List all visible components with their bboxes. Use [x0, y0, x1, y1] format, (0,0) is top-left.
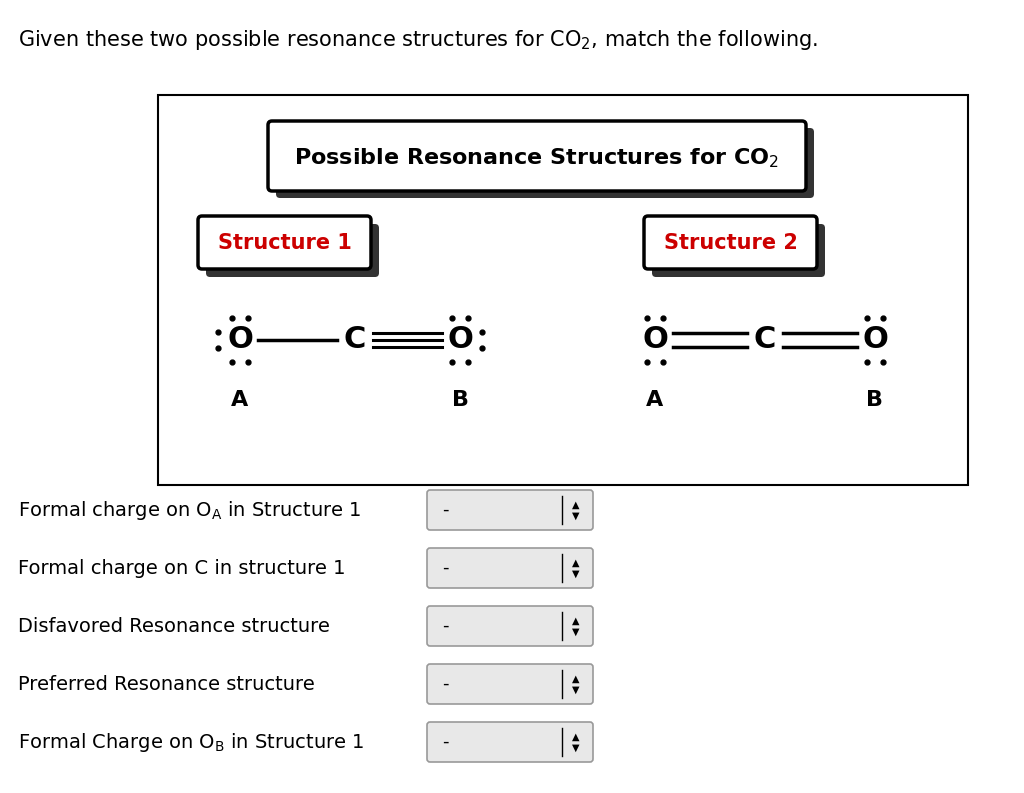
- Bar: [158, 95, 968, 485]
- Text: Formal Charge on O$_\mathregular{B}$ in Structure 1: Formal Charge on O$_\mathregular{B}$ in …: [18, 730, 365, 753]
- Text: ▼: ▼: [572, 511, 580, 521]
- FancyBboxPatch shape: [427, 490, 593, 530]
- FancyBboxPatch shape: [276, 128, 814, 198]
- Text: A: A: [646, 390, 664, 410]
- Text: Formal charge on O$_\mathregular{A}$ in Structure 1: Formal charge on O$_\mathregular{A}$ in …: [18, 499, 361, 522]
- Text: O: O: [447, 325, 473, 354]
- FancyBboxPatch shape: [644, 216, 817, 269]
- Text: ▼: ▼: [572, 627, 580, 637]
- Text: ▲: ▲: [572, 616, 580, 626]
- Text: ▼: ▼: [572, 685, 580, 695]
- Text: O: O: [642, 325, 668, 354]
- Text: B: B: [452, 390, 469, 410]
- FancyBboxPatch shape: [427, 548, 593, 588]
- FancyBboxPatch shape: [652, 224, 825, 277]
- Text: B: B: [866, 390, 884, 410]
- Text: ▼: ▼: [572, 569, 580, 579]
- Text: ▲: ▲: [572, 500, 580, 510]
- Text: Structure 2: Structure 2: [664, 233, 798, 253]
- Text: -: -: [442, 559, 449, 577]
- Text: -: -: [442, 501, 449, 519]
- Text: -: -: [442, 675, 449, 693]
- FancyBboxPatch shape: [427, 606, 593, 646]
- Text: Formal charge on C in structure 1: Formal charge on C in structure 1: [18, 558, 345, 577]
- Text: Disfavored Resonance structure: Disfavored Resonance structure: [18, 616, 330, 635]
- Text: ▲: ▲: [572, 558, 580, 568]
- Text: Preferred Resonance structure: Preferred Resonance structure: [18, 675, 314, 694]
- FancyBboxPatch shape: [198, 216, 371, 269]
- Text: O: O: [862, 325, 888, 354]
- Text: Possible Resonance Structures for CO$_2$: Possible Resonance Structures for CO$_2$: [295, 146, 779, 170]
- FancyBboxPatch shape: [206, 224, 379, 277]
- Text: Structure 1: Structure 1: [218, 233, 352, 253]
- Text: -: -: [442, 733, 449, 751]
- Text: A: A: [231, 390, 249, 410]
- FancyBboxPatch shape: [427, 664, 593, 704]
- Text: ▼: ▼: [572, 743, 580, 753]
- Text: C: C: [754, 325, 776, 354]
- Text: -: -: [442, 617, 449, 635]
- Text: Given these two possible resonance structures for CO$_2$, match the following.: Given these two possible resonance struc…: [18, 28, 818, 52]
- FancyBboxPatch shape: [268, 121, 806, 191]
- Text: ▲: ▲: [572, 732, 580, 742]
- FancyBboxPatch shape: [427, 722, 593, 762]
- Text: ▲: ▲: [572, 674, 580, 684]
- Text: C: C: [344, 325, 367, 354]
- Text: O: O: [227, 325, 253, 354]
